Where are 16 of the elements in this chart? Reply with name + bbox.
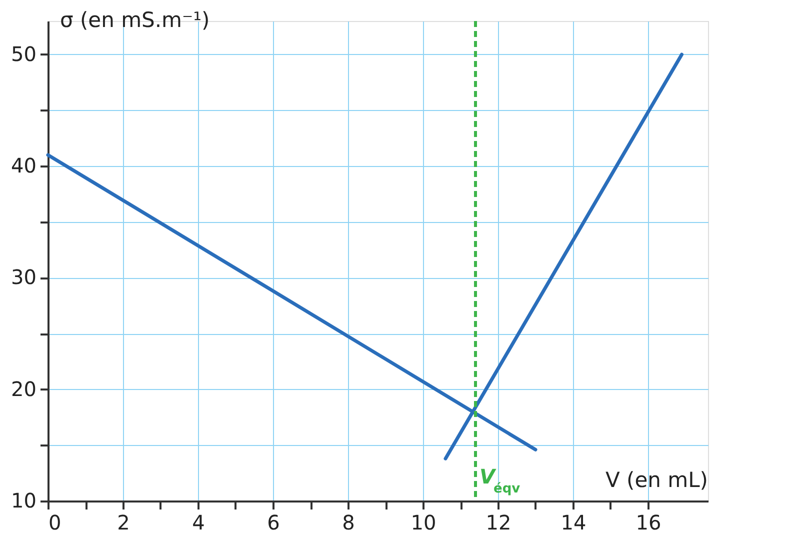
x-tick-label: 6 [267, 510, 280, 534]
y-tick-label: 30 [11, 265, 36, 290]
y-axis-title: σ (en mS.m⁻¹) [60, 8, 210, 32]
x-tick-label: 8 [342, 510, 355, 534]
x-tick-label: 0 [48, 510, 62, 534]
x-tick-label: 4 [192, 510, 205, 534]
y-tick-label: 50 [11, 42, 36, 66]
x-tick-label: 12 [486, 510, 512, 534]
y-tick-label: 10 [11, 488, 36, 512]
x-axis-title: V (en mL) [606, 468, 708, 492]
y-tick-label: 40 [11, 154, 36, 178]
x-tick-label: 14 [560, 510, 586, 534]
y-tick-label: 20 [11, 376, 36, 401]
x-tick-label: 2 [117, 510, 130, 534]
x-tick-label: 16 [636, 510, 662, 534]
x-tick-label: 10 [410, 510, 436, 534]
